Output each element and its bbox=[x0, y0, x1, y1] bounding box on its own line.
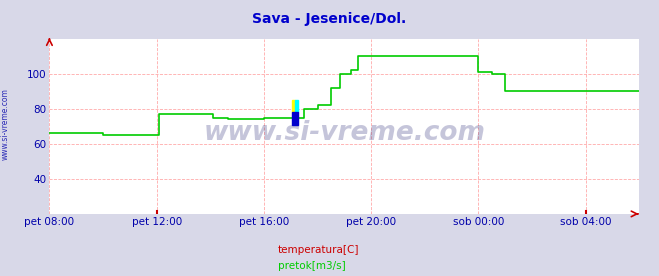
Bar bbox=[293, 100, 295, 112]
Text: Sava - Jesenice/Dol.: Sava - Jesenice/Dol. bbox=[252, 12, 407, 26]
Text: www.si-vreme.com: www.si-vreme.com bbox=[1, 88, 10, 160]
Bar bbox=[293, 112, 298, 125]
Text: temperatura[C]: temperatura[C] bbox=[278, 245, 360, 255]
Bar bbox=[295, 100, 298, 112]
Text: pretok[m3/s]: pretok[m3/s] bbox=[278, 261, 346, 270]
Text: www.si-vreme.com: www.si-vreme.com bbox=[204, 120, 485, 146]
